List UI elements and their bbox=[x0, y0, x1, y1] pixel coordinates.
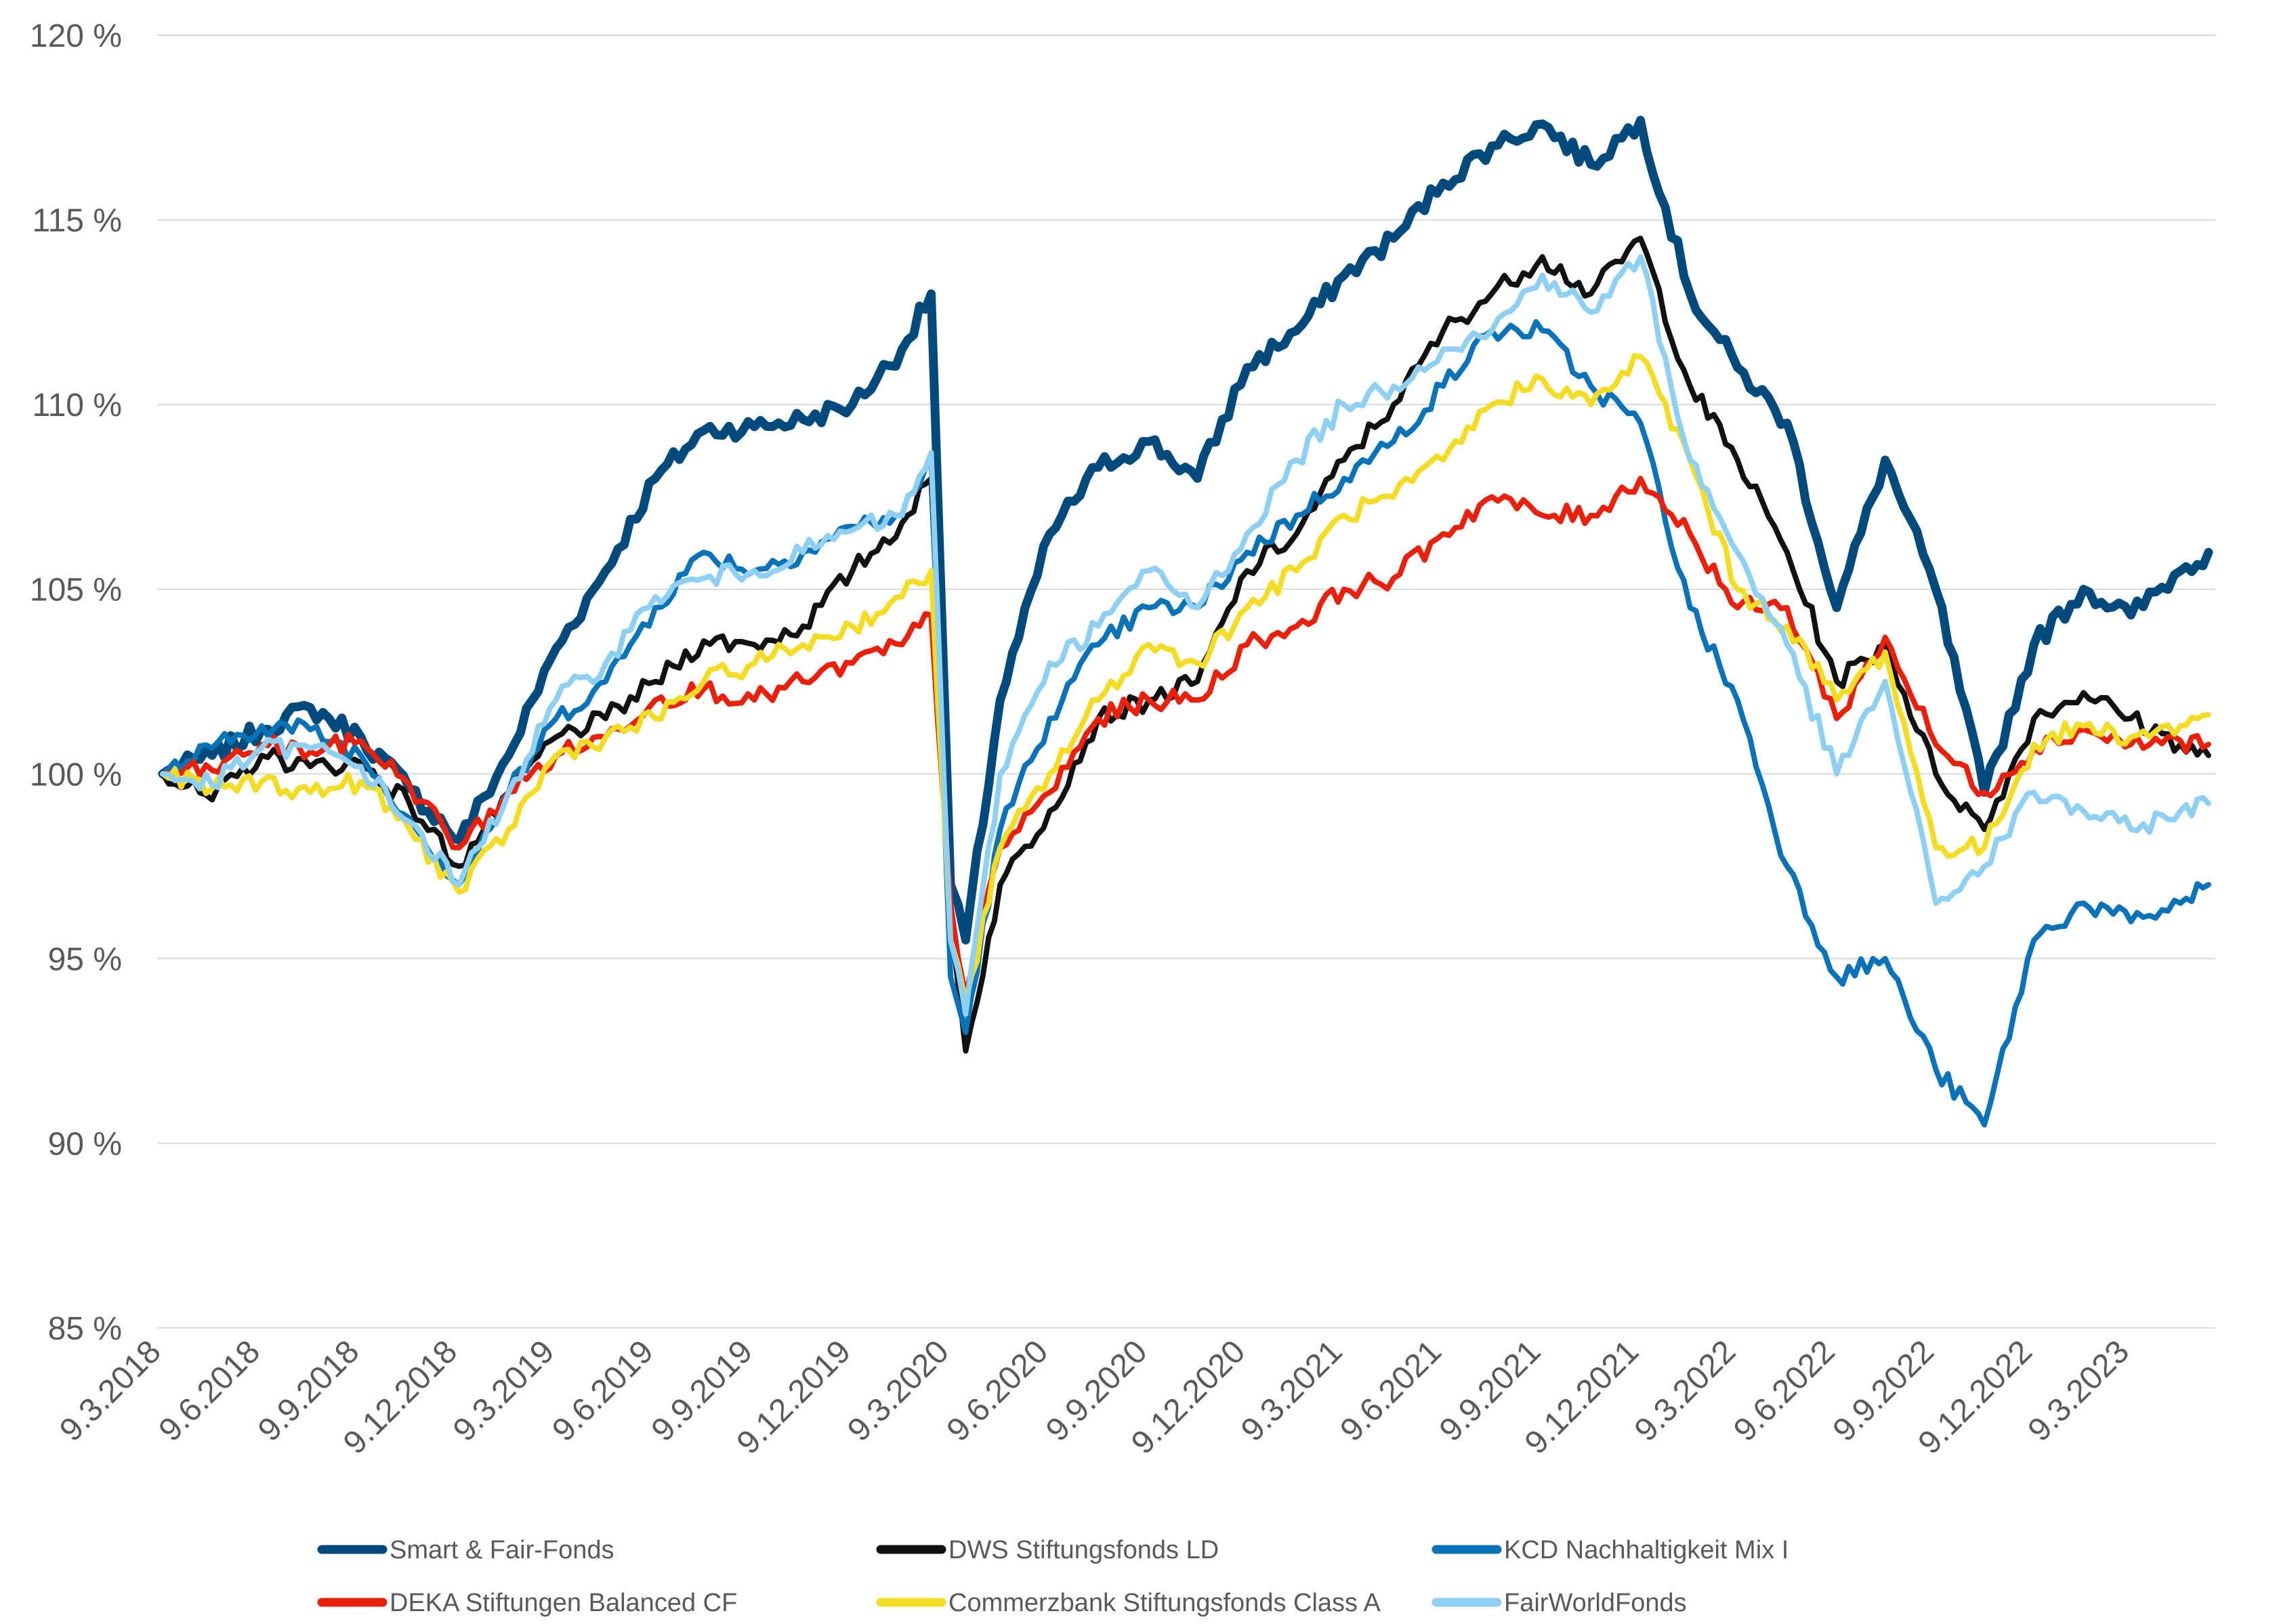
y-tick-label: 90 % bbox=[48, 1126, 122, 1162]
x-tick-label: 9.6.2022 bbox=[1727, 1333, 1842, 1449]
series-line-0 bbox=[158, 115, 2213, 945]
y-axis: 85 % 90 % 95 % 100 % 105 % 110 % 115 % 120 % bbox=[30, 18, 122, 1347]
x-tick-label: 9.6.2021 bbox=[1333, 1333, 1448, 1449]
legend-label-4: Commerzbank Stiftungsfonds Class A bbox=[948, 1589, 1381, 1617]
y-tick-label: 110 % bbox=[32, 388, 122, 423]
x-tick-label: 9.3.2023 bbox=[2022, 1333, 2137, 1449]
legend: Smart & Fair-Fonds DWS Stiftungsfonds LD K… bbox=[317, 1536, 1789, 1617]
y-tick-label: 105 % bbox=[30, 572, 122, 608]
series-line-1 bbox=[160, 235, 2211, 1054]
legend-label-3: DEKA Stiftungen Balanced CF bbox=[390, 1589, 737, 1617]
y-tick-label: 100 % bbox=[30, 757, 122, 793]
series-line-3 bbox=[160, 476, 2211, 999]
x-tick-label: 9.3.2020 bbox=[841, 1333, 956, 1449]
x-tick-label: 9.6.2018 bbox=[152, 1333, 268, 1449]
y-tick-label: 95 % bbox=[48, 942, 122, 978]
y-tick-label: 120 % bbox=[30, 18, 122, 54]
x-tick-label: 9.3.2022 bbox=[1628, 1333, 1743, 1449]
legend-label-5: FairWorldFonds bbox=[1504, 1589, 1687, 1617]
x-tick-label: 9.3.2018 bbox=[53, 1333, 168, 1449]
plot-area bbox=[158, 115, 2213, 1128]
x-tick-label: 9.3.2021 bbox=[1234, 1333, 1350, 1449]
series-line-5 bbox=[160, 254, 2211, 1017]
x-tick-label: 9.6.2019 bbox=[545, 1333, 661, 1449]
y-tick-label: 115 % bbox=[32, 203, 122, 239]
x-tick-label: 9.3.2019 bbox=[446, 1333, 562, 1449]
legend-label-0: Smart & Fair-Fonds bbox=[390, 1536, 614, 1564]
y-tick-label: 85 % bbox=[48, 1311, 122, 1347]
x-tick-label: 9.6.2020 bbox=[940, 1333, 1055, 1449]
x-axis: 9.3.20189.6.20189.9.20189.12.20189.3.201… bbox=[53, 1333, 2136, 1461]
legend-label-2: KCD Nachhaltigkeit Mix I bbox=[1504, 1536, 1789, 1564]
series-line-4 bbox=[160, 353, 2211, 1006]
legend-label-1: DWS Stiftungsfonds LD bbox=[948, 1536, 1219, 1564]
